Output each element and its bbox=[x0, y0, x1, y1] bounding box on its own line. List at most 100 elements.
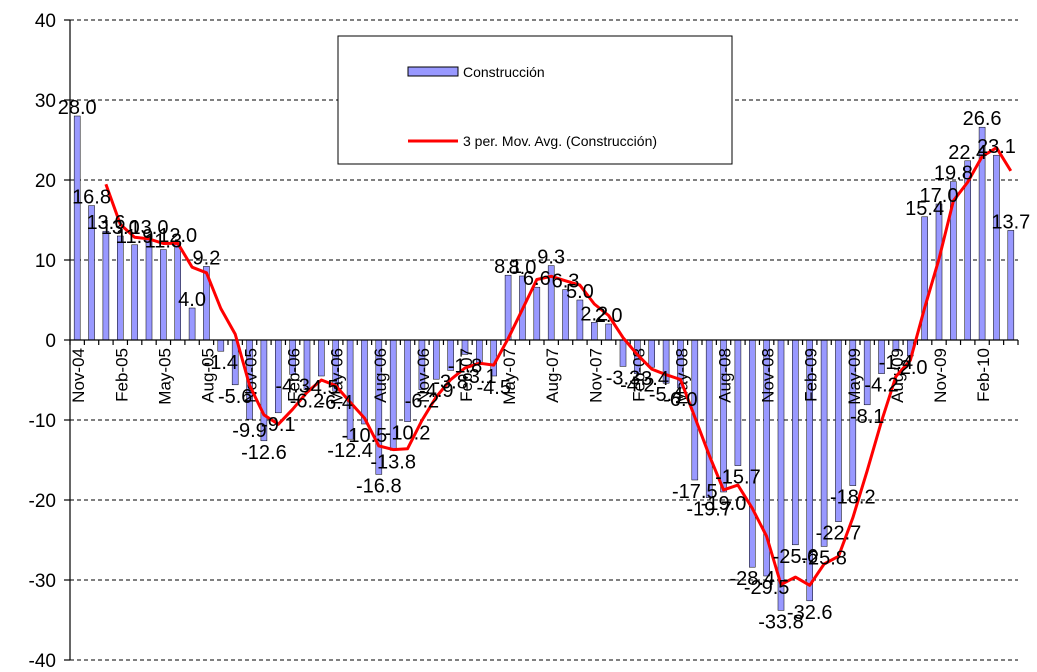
y-tick-label: 40 bbox=[35, 11, 56, 32]
x-tick-label: Aug-08 bbox=[716, 348, 735, 403]
y-tick-label: 30 bbox=[35, 91, 56, 112]
data-label: 2.0 bbox=[595, 305, 623, 327]
data-label: -22.7 bbox=[816, 523, 862, 545]
data-label: -9.9 bbox=[232, 420, 266, 442]
bar bbox=[777, 339, 785, 611]
data-label: -1.8 bbox=[448, 355, 482, 377]
x-tick-label: Feb-06 bbox=[285, 348, 304, 402]
x-tick-labels: Nov-04 Feb-05 May-05 Aug-05 Nov-05 Feb-06 May-… bbox=[69, 348, 993, 405]
data-label: 22.4 bbox=[948, 142, 987, 164]
y-tick-label: -40 bbox=[29, 651, 56, 672]
data-label: 28.0 bbox=[58, 97, 97, 119]
data-label: 16.8 bbox=[72, 187, 111, 209]
bar bbox=[792, 339, 799, 546]
bar bbox=[102, 230, 110, 341]
data-label: -3.1 bbox=[462, 366, 496, 388]
x-tick-label: Feb-10 bbox=[974, 348, 993, 402]
legend-label-construccion: Construcción bbox=[463, 64, 545, 80]
data-label: 26.6 bbox=[963, 108, 1002, 130]
x-tick-label: Nov-08 bbox=[759, 348, 778, 403]
x-tick-label: Nov-05 bbox=[242, 348, 261, 403]
x-tick-label: Feb-09 bbox=[802, 348, 821, 402]
data-label: 8.1 bbox=[494, 256, 522, 278]
data-label: -4.5 bbox=[476, 377, 510, 399]
y-tick-label: 0 bbox=[45, 331, 56, 352]
moving-average-polyline bbox=[104, 146, 1013, 587]
bar bbox=[734, 339, 742, 466]
y-tick-label: -30 bbox=[29, 571, 56, 592]
data-label: 11.3 bbox=[145, 231, 182, 253]
data-label: 13.6 bbox=[86, 212, 125, 234]
x-tick-label: Aug-06 bbox=[371, 348, 390, 403]
data-label: 9.3 bbox=[537, 247, 565, 269]
data-label: -10.2 bbox=[385, 423, 431, 445]
bar bbox=[935, 203, 943, 341]
data-label: 6.3 bbox=[552, 271, 580, 293]
y-tick-labels: 40 30 20 10 0 -10 -20 -30 -40 bbox=[29, 11, 56, 672]
bar bbox=[964, 160, 971, 341]
bar bbox=[318, 339, 325, 377]
x-tick-label: May-09 bbox=[845, 348, 864, 405]
data-label: -4.3 bbox=[275, 375, 309, 397]
bar bbox=[921, 216, 928, 341]
data-label: -5.4 bbox=[649, 384, 683, 406]
data-label: -8.1 bbox=[850, 406, 884, 428]
data-labels: 28.0 16.8 13.613.011.913.011.312.0 4.0 9.2 -1… bbox=[58, 97, 1031, 633]
data-label: -18.2 bbox=[830, 487, 876, 509]
bar bbox=[117, 235, 124, 341]
bar bbox=[993, 154, 1000, 341]
data-label: -19.0 bbox=[701, 493, 747, 515]
legend-label-moving-average: 3 per. Mov. Avg. (Construcción) bbox=[463, 133, 657, 149]
bar bbox=[361, 339, 368, 425]
data-label: -3.8 bbox=[433, 371, 467, 393]
data-label: 19.8 bbox=[934, 163, 973, 185]
y-tick-label: 10 bbox=[35, 251, 56, 272]
data-label: -1.4 bbox=[204, 352, 238, 374]
data-label: 8.0 bbox=[509, 257, 537, 279]
legend-box bbox=[337, 35, 733, 165]
x-tick-label: Nov-07 bbox=[586, 348, 605, 403]
data-label: -10.5 bbox=[342, 425, 388, 447]
bar bbox=[504, 274, 512, 341]
data-label: 23.1 bbox=[977, 136, 1016, 158]
x-tick-label: May-08 bbox=[672, 348, 691, 405]
y-tick-label: -10 bbox=[29, 411, 56, 432]
data-label: -4.9 bbox=[419, 380, 453, 402]
bar bbox=[160, 249, 167, 341]
x-tick-label: Feb-05 bbox=[112, 348, 131, 402]
data-label: -33.8 bbox=[758, 611, 804, 633]
data-label: -4.2 bbox=[620, 375, 654, 397]
bar bbox=[533, 286, 541, 341]
data-label: -13.8 bbox=[370, 451, 416, 473]
bar bbox=[73, 115, 81, 341]
data-label: -25.8 bbox=[801, 547, 847, 569]
bar bbox=[619, 339, 627, 367]
data-label: -3.4 bbox=[634, 368, 668, 390]
data-label: -9.1 bbox=[261, 414, 295, 436]
data-label: 12.0 bbox=[158, 225, 197, 247]
bar bbox=[188, 307, 196, 341]
bar bbox=[705, 339, 713, 498]
data-label: -12.6 bbox=[241, 442, 287, 464]
bar bbox=[131, 244, 138, 341]
x-tick-label: Nov-09 bbox=[931, 348, 950, 403]
data-label: 2.2 bbox=[580, 303, 608, 325]
data-label: 6.6 bbox=[523, 268, 551, 290]
y-tick-label: 20 bbox=[35, 171, 56, 192]
y-tick-label: -20 bbox=[29, 491, 56, 512]
data-label: -15.7 bbox=[715, 467, 761, 489]
data-label: -4.2 bbox=[864, 375, 898, 397]
data-label: -19.7 bbox=[686, 499, 732, 521]
data-label: 9.2 bbox=[193, 247, 221, 269]
data-label: -6.2 bbox=[405, 391, 439, 413]
data-label: -16.8 bbox=[356, 475, 402, 497]
data-label: -3.3 bbox=[606, 367, 640, 389]
data-label: 13.7 bbox=[991, 211, 1030, 233]
data-label: -17.5 bbox=[672, 481, 718, 503]
data-label: -6.0 bbox=[663, 389, 697, 411]
data-label: 15.4 bbox=[905, 198, 944, 220]
axes bbox=[64, 19, 1019, 661]
data-label: 13.0 bbox=[130, 217, 169, 239]
